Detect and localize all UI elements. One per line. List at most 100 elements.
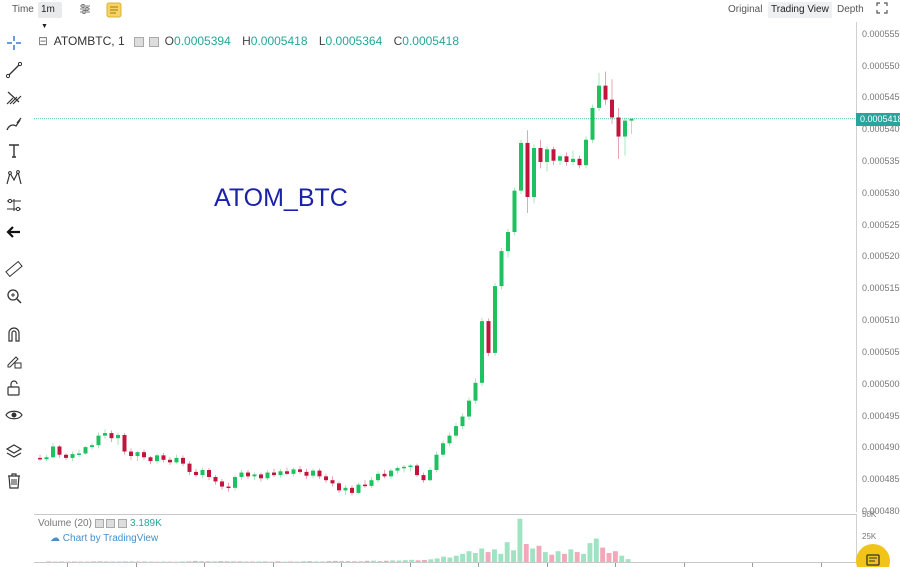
volume-settings-icon[interactable] <box>94 518 104 528</box>
settings-icon <box>80 4 90 14</box>
drawing-toolbar <box>0 30 30 495</box>
time-axis-tick <box>409 563 411 567</box>
volume-bar <box>511 550 516 562</box>
view-depth-tab[interactable]: Depth <box>837 4 864 15</box>
legend-close-value: 0.0005418 <box>402 34 460 48</box>
candle-body <box>187 463 192 472</box>
indicators-button[interactable] <box>106 2 124 18</box>
volume-bar <box>415 560 421 562</box>
volume-value: 3.189K <box>130 518 162 529</box>
fullscreen-button[interactable] <box>876 2 888 18</box>
volume-legend: Volume (20) 3.189K <box>38 518 162 529</box>
candle-body <box>291 469 296 474</box>
volume-close-icon[interactable] <box>118 518 128 528</box>
legend-hide-icon[interactable] <box>149 36 160 47</box>
layers-icon <box>5 444 23 458</box>
volume-bar <box>600 547 606 562</box>
trend-line-tool[interactable] <box>3 59 25 81</box>
volume-bar <box>211 561 217 562</box>
volume-bar <box>129 561 135 562</box>
prediction-tool[interactable] <box>3 194 25 216</box>
text-tool[interactable] <box>3 140 25 162</box>
candle-body <box>447 435 452 444</box>
volume-bar <box>523 543 529 562</box>
view-original-tab[interactable]: Original <box>728 4 763 15</box>
lock-drawing-tool[interactable] <box>3 350 25 372</box>
price-chart[interactable] <box>34 22 856 512</box>
volume-axis-label: 50K <box>862 510 877 519</box>
candle-body <box>148 457 153 462</box>
volume-axis-label: 25K <box>862 532 877 541</box>
time-axis[interactable] <box>34 562 856 567</box>
brush-tool[interactable] <box>3 113 25 135</box>
candle-body <box>304 471 309 476</box>
zoom-in-tool[interactable] <box>3 285 25 307</box>
time-axis-tick <box>204 563 205 567</box>
volume-bar <box>517 518 523 562</box>
candle-body <box>623 120 627 137</box>
layers-tool[interactable] <box>3 441 25 463</box>
interval-select[interactable]: 1m ▼ <box>38 2 62 30</box>
pitchfork-tool[interactable] <box>3 86 25 108</box>
cloud-icon: ☁ <box>50 533 60 544</box>
volume-bar <box>574 552 580 562</box>
legend-settings-icon[interactable] <box>133 36 144 47</box>
legend-high-label: H <box>242 34 251 48</box>
candle-body <box>252 474 257 477</box>
view-trading-view-tab[interactable]: Trading View <box>768 2 832 18</box>
volume-bar <box>313 561 319 562</box>
candle-body <box>571 158 575 162</box>
volume-bar <box>275 561 281 562</box>
magnet-tool[interactable] <box>3 323 25 345</box>
last-price-label: 0.0005418 <box>856 112 900 126</box>
candle-body <box>103 433 107 436</box>
time-axis-tick <box>67 563 68 567</box>
trend-line-icon <box>5 61 23 79</box>
candle-body <box>330 480 335 484</box>
volume-bar <box>402 560 408 562</box>
unlock-tool[interactable] <box>3 377 25 399</box>
volume-bar <box>612 551 618 562</box>
volume-bar <box>409 559 415 562</box>
volume-bar <box>218 561 224 562</box>
volume-bar <box>141 561 147 562</box>
candle-body <box>70 454 75 458</box>
price-axis[interactable]: 0.00055500.00055000.00054500.00054000.00… <box>856 22 900 516</box>
volume-bar <box>466 551 472 562</box>
pitchfork-icon <box>6 91 22 105</box>
volume-bar <box>396 560 402 562</box>
candle-body <box>499 251 504 287</box>
candle-body <box>298 469 302 472</box>
crosshair-tool[interactable] <box>3 32 25 54</box>
volume-bar <box>434 558 440 562</box>
measure-tool[interactable] <box>3 258 25 280</box>
fullscreen-icon <box>876 2 888 14</box>
legend-low-value: 0.0005364 <box>325 34 383 48</box>
volume-bar <box>199 561 205 562</box>
volume-bar <box>625 559 631 562</box>
volume-bar <box>562 553 567 562</box>
zoom-in-icon <box>7 289 22 304</box>
candle-body <box>597 85 601 108</box>
visibility-tool[interactable] <box>3 404 25 426</box>
remove-drawings-button[interactable] <box>3 470 25 492</box>
chart-settings-button[interactable] <box>76 2 94 18</box>
back-button[interactable] <box>3 221 25 243</box>
time-axis-tick <box>683 563 685 567</box>
volume-bar <box>91 561 96 562</box>
chat-button[interactable] <box>856 544 890 567</box>
candle-body <box>389 470 393 477</box>
volume-chart[interactable] <box>34 514 856 562</box>
candle-body <box>213 477 218 482</box>
pattern-tool[interactable] <box>3 167 25 189</box>
legend-collapse-icon[interactable]: ⊟ <box>38 34 49 48</box>
volume-hide-icon[interactable] <box>106 518 116 528</box>
tradingview-branding[interactable]: ☁ Chart by TradingView <box>50 533 158 544</box>
candle-body <box>226 486 231 489</box>
time-axis-tick <box>820 563 822 567</box>
